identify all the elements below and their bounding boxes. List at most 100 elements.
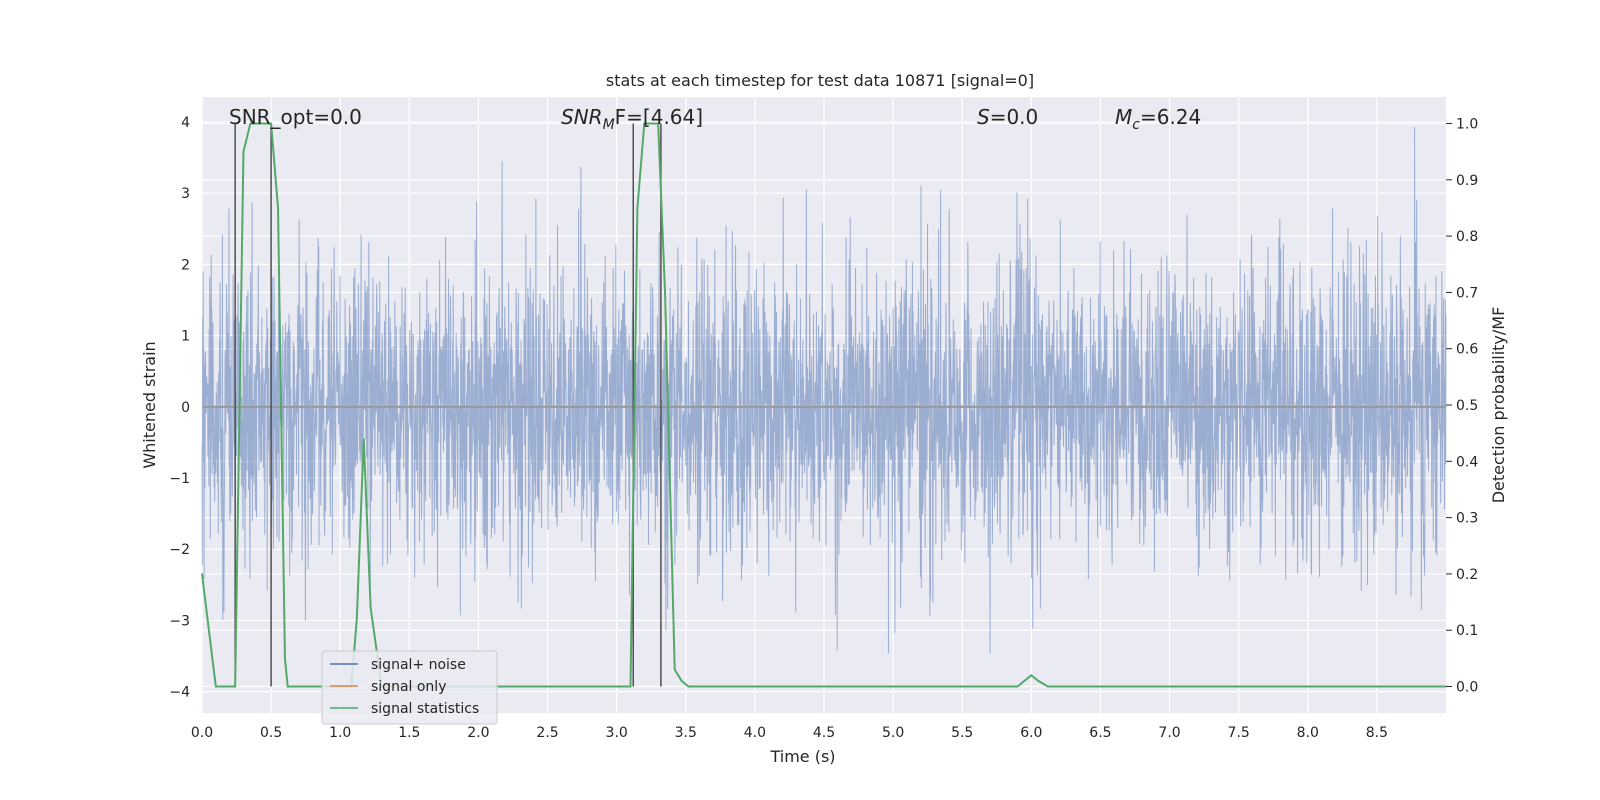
signal-statistics-point xyxy=(657,122,659,125)
snr-opt-annotation: SNR_opt=0.0 xyxy=(229,105,362,129)
signal-noise-series xyxy=(201,126,1447,654)
x-tick-label: 6.5 xyxy=(1089,725,1111,741)
trigger-lines xyxy=(234,123,662,687)
left-y-tick-label: −2 xyxy=(169,542,190,558)
left-y-axis-ticks: 4 3 2 1 0 −1 −2 −3 −4 xyxy=(169,115,190,701)
left-y-axis-label: Whitened strain xyxy=(140,341,159,468)
left-y-tick-label: 1 xyxy=(181,329,190,345)
s-value: =0.0 xyxy=(990,105,1039,129)
legend-label-signal: signal only xyxy=(371,679,446,695)
legend-label-stats: signal statistics xyxy=(371,701,479,717)
x-tick-label: 7.0 xyxy=(1158,725,1180,741)
x-tick-label: 2.0 xyxy=(467,725,489,741)
x-tick-label: 6.0 xyxy=(1020,725,1042,741)
snr-mf-subscript: M xyxy=(603,117,615,133)
signal-statistics-point xyxy=(295,685,297,688)
x-tick-label: 1.5 xyxy=(398,725,420,741)
right-y-tick-label: 0.4 xyxy=(1456,454,1478,470)
signal-statistics-point xyxy=(270,122,272,125)
right-y-tick-label: 0.3 xyxy=(1456,511,1478,527)
legend-label-noise: signal+ noise xyxy=(371,657,466,673)
signal-statistics-point xyxy=(215,685,217,688)
right-y-tick-label: 0.9 xyxy=(1456,173,1478,189)
x-tick-label: 7.5 xyxy=(1228,725,1250,741)
signal-statistics-point xyxy=(1037,680,1040,682)
signal-statistics-point xyxy=(242,150,245,153)
right-y-tick-label: 0.7 xyxy=(1456,285,1478,301)
signal-statistics-point xyxy=(664,291,666,294)
legend-box xyxy=(321,650,498,725)
signal-statistics-point xyxy=(234,685,236,688)
signal-statistics-point xyxy=(1023,680,1026,682)
x-tick-label: 0.0 xyxy=(191,725,213,741)
left-y-tick-label: −3 xyxy=(169,613,190,629)
x-tick-label: 3.0 xyxy=(606,725,628,741)
legend: signal+ noise signal only signal statist… xyxy=(321,650,498,725)
signal-statistics-point xyxy=(1030,674,1033,677)
mc-value: =6.24 xyxy=(1140,105,1201,129)
right-y-tick-label: 0.8 xyxy=(1456,229,1478,245)
signal-statistics-point xyxy=(1047,685,1049,688)
mc-annotation: Mc=6.24 xyxy=(1115,105,1201,133)
signal-statistics-point xyxy=(636,207,639,209)
x-tick-label: 4.0 xyxy=(744,725,766,741)
x-axis-ticks: 0.0 0.5 1.0 1.5 2.0 2.5 3.0 3.5 4.0 4.5 5.0 5.5 6.0 6… xyxy=(191,725,1388,741)
right-y-tick-label: 0.1 xyxy=(1456,623,1478,639)
signal-statistics-point xyxy=(256,122,259,125)
s-annotation: S=0.0 xyxy=(977,105,1038,129)
snr-mf-value: F=[4.64] xyxy=(615,105,703,129)
x-tick-label: 3.5 xyxy=(675,725,697,741)
signal-statistics-point xyxy=(249,122,252,125)
x-axis-label: Time (s) xyxy=(769,747,835,766)
signal-statistics-point xyxy=(304,685,307,688)
snr-mf-annotation: SNRMF=[4.64] xyxy=(561,105,703,133)
snr-mf-symbol: SNR xyxy=(561,105,603,129)
signal-statistics-point xyxy=(286,685,289,688)
grid-lines xyxy=(201,97,1446,713)
signal-statistics-point xyxy=(356,618,358,620)
x-tick-label: 8.0 xyxy=(1297,725,1319,741)
signal-statistics-point xyxy=(673,668,676,671)
s-symbol: S xyxy=(977,105,990,129)
signal-statistics-series xyxy=(201,122,1447,688)
right-y-tick-label: 0.2 xyxy=(1456,567,1478,583)
signal-statistics-point xyxy=(698,685,701,688)
left-y-tick-label: 3 xyxy=(181,186,190,202)
right-y-tick-label: 0.5 xyxy=(1456,398,1478,414)
x-tick-label: 0.5 xyxy=(260,725,282,741)
signal-statistics-point xyxy=(369,606,372,609)
right-y-axis-ticks: 1.0 0.9 0.8 0.7 0.6 0.5 0.4 0.3 0.2 0.1 0.0 xyxy=(1446,116,1478,696)
signal-statistics-point xyxy=(643,122,646,125)
signal-statistics-point xyxy=(208,629,210,632)
mc-subscript: c xyxy=(1132,117,1140,133)
x-tick-label: 2.5 xyxy=(536,725,558,741)
signal-noise-line xyxy=(201,126,1447,654)
signal-statistics-point xyxy=(680,680,683,682)
left-y-tick-label: −4 xyxy=(169,685,190,701)
right-y-tick-label: 0.6 xyxy=(1456,342,1478,358)
x-tick-label: 5.5 xyxy=(951,725,973,741)
signal-statistics-point xyxy=(284,657,286,660)
left-y-tick-label: 0 xyxy=(181,400,190,416)
x-tick-label: 8.5 xyxy=(1366,725,1388,741)
right-y-tick-label: 0.0 xyxy=(1456,680,1478,696)
signal-statistics-line xyxy=(201,122,1446,688)
chart-title: stats at each timestep for test data 108… xyxy=(606,71,1034,90)
right-y-tick-label: 1.0 xyxy=(1456,116,1478,132)
signal-statistics-point xyxy=(362,437,365,440)
left-y-tick-label: 4 xyxy=(181,115,190,131)
left-y-tick-label: −1 xyxy=(169,471,190,487)
right-y-axis-label: Detection probability/MF xyxy=(1489,307,1508,504)
signal-statistics-point xyxy=(201,573,203,575)
signal-statistics-point xyxy=(622,685,625,688)
mc-symbol: M xyxy=(1115,105,1132,129)
left-y-tick-label: 2 xyxy=(181,257,190,273)
signal-statistics-point xyxy=(1016,685,1019,688)
signal-statistics-point xyxy=(629,685,632,688)
signal-statistics-point xyxy=(277,207,279,209)
x-tick-label: 1.0 xyxy=(329,725,351,741)
x-tick-label: 5.0 xyxy=(882,725,904,741)
x-tick-label: 4.5 xyxy=(813,725,835,741)
signal-statistics-point xyxy=(687,685,690,688)
